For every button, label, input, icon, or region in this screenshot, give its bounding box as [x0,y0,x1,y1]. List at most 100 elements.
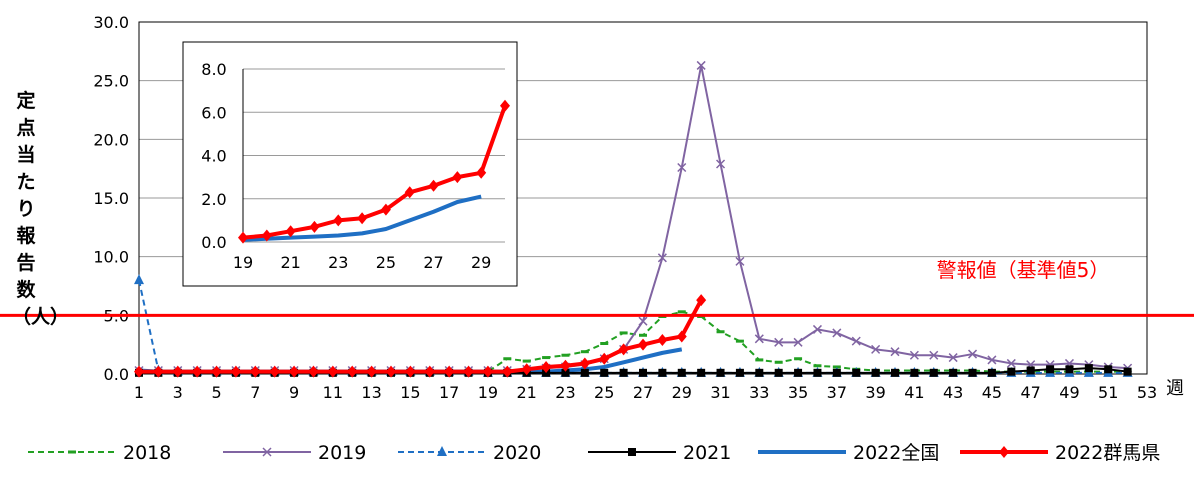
data-point-diamond [476,166,487,179]
inset-series-line [242,194,482,242]
data-point-x [832,328,842,338]
data-point-triangle [437,446,447,456]
data-point-diamond [638,338,648,351]
x-tick-label: 37 [827,383,847,402]
data-point-square [1026,366,1035,375]
legend-label: 2020 [493,442,541,464]
data-point-diamond [424,365,435,378]
data-point-square [716,368,725,377]
inset-x-tick-label: 29 [471,253,491,272]
legend-label: 2021 [683,442,731,464]
data-point-diamond [696,294,707,307]
data-point-diamond [357,212,368,225]
x-tick-label: 1 [134,383,144,402]
data-point-x [968,349,978,359]
data-point-diamond [405,365,416,378]
inset-y-tick-label: 8.0 [201,60,226,79]
series-2022群馬県 [134,294,707,378]
data-point-square [1104,365,1113,374]
inset-y-tick-label: 0.0 [201,233,226,252]
data-point-square [832,368,841,377]
data-point-diamond [502,365,513,378]
x-tick-label: 7 [250,383,260,402]
inset-series-2022群馬県 [238,99,510,244]
y-tick-label: 10.0 [93,248,129,267]
series-line [139,310,1128,373]
data-point-square [1123,367,1132,376]
legend-item-2022全国: 2022全国 [758,442,939,464]
data-point-square [677,368,686,377]
main-tick-labels: 0.05.010.015.020.025.030.01 3 5 7 9 11 13 15 17 1… [93,13,1157,402]
data-point-x [677,162,687,173]
data-point-x [716,159,726,169]
data-point-x [657,253,667,263]
inset-frame [182,41,518,287]
data-point-x [871,344,881,354]
data-point-diamond [676,330,687,343]
data-point-square [813,368,822,377]
x-tick-label: 51 [1098,383,1118,402]
data-point-diamond [309,220,320,233]
legend-label: 2018 [123,442,171,464]
data-point-square [619,368,628,377]
data-point-x [851,336,861,346]
data-point-diamond [285,225,296,238]
data-point-diamond [599,352,610,365]
data-point-square [697,368,706,377]
legend: 2018 2019 2020 2021 2022全国 2022群馬県 [28,442,1160,464]
x-tick-label: 43 [943,383,963,402]
data-point-square [794,368,803,377]
data-point-diamond [308,365,319,378]
x-tick-label: 5 [211,383,221,402]
data-point-diamond [347,365,358,378]
data-point-diamond [327,365,338,378]
x-tick-label: 3 [173,383,183,402]
data-point-diamond [192,365,203,378]
data-point-x [987,355,997,365]
data-point-x [890,347,900,357]
data-point-diamond [261,229,272,242]
x-tick-label: 15 [400,383,420,402]
data-point-diamond [444,365,455,378]
series-2018 [135,310,1132,374]
data-point-diamond [366,365,377,378]
data-point-triangle [134,274,144,285]
data-point-x [909,350,919,360]
data-point-diamond [999,446,1009,458]
data-point-x [735,256,745,266]
inset-chart: 0.0 2.0 4.0 6.0 8.0 19 21 23 25 27 29 [182,41,518,287]
data-point-diamond [211,365,222,378]
data-point-diamond [463,365,474,378]
x-tick-label: 21 [517,383,537,402]
y-tick-label: 20.0 [93,130,129,149]
data-point-square [639,368,647,377]
data-point-diamond [250,365,261,378]
data-point-square [735,368,744,377]
data-point-x [754,334,764,344]
inset-y-tick-label: 2.0 [201,190,226,209]
x-tick-label: 35 [788,383,808,402]
data-point-diamond [134,365,144,378]
x-tick-label: 9 [289,383,299,402]
x-tick-label: 25 [594,383,614,402]
x-tick-label: 11 [323,383,343,402]
inset-x-tick-label: 19 [233,253,253,272]
x-tick-label: 17 [439,383,459,402]
data-point-diamond [386,365,396,378]
x-tick-label: 23 [555,383,575,402]
x-tick-label: 47 [1021,383,1041,402]
x-tick-label: 13 [361,383,381,402]
legend-label: 2019 [318,442,366,464]
legend-label: 2022群馬県 [1055,442,1160,464]
data-point-square [658,368,667,377]
data-point-diamond [289,365,300,378]
data-point-square [580,368,589,377]
data-point-diamond [238,231,248,244]
inset-x-tick-label: 27 [423,253,443,272]
data-point-square [755,368,764,377]
x-tick-label: 41 [904,383,924,402]
data-point-square [968,368,977,377]
data-point-x [774,337,784,347]
data-point-x [929,350,939,360]
data-point-diamond [541,360,552,373]
